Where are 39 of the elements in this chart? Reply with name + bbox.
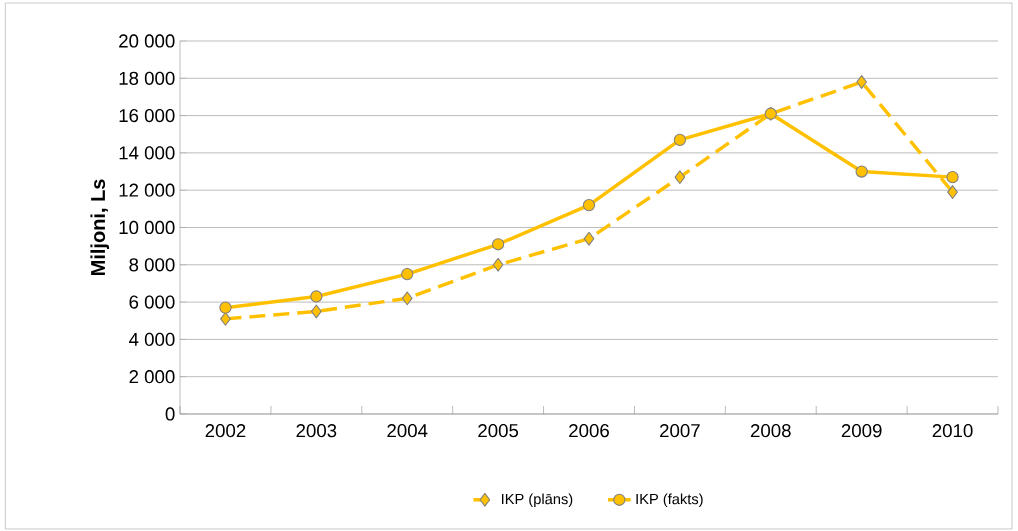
point xyxy=(401,267,414,281)
y-tick-label: 8 000 xyxy=(129,258,175,272)
y-tick-label: 16 000 xyxy=(119,108,175,123)
y-tick-label: 18 000 xyxy=(119,71,175,85)
y-tick-label: 0 xyxy=(165,407,175,421)
y-tick-label: 14 000 xyxy=(119,146,175,160)
point xyxy=(401,291,413,306)
point xyxy=(219,301,232,314)
y-tick-label: 10 000 xyxy=(119,220,175,235)
y-tick-label: 12 000 xyxy=(119,183,175,197)
x-tick-label: 2008 xyxy=(750,424,791,438)
point xyxy=(856,75,867,89)
x-tick-label: 2006 xyxy=(569,424,609,438)
point xyxy=(674,170,686,185)
y-axis-title: Miljoni, Ls xyxy=(90,179,110,276)
point xyxy=(946,171,959,184)
point xyxy=(583,231,595,246)
y-tick-label: 4 000 xyxy=(129,332,175,346)
point xyxy=(855,165,868,178)
point xyxy=(947,185,958,199)
x-tick-label: 2007 xyxy=(660,424,700,438)
x-tick-label: 2009 xyxy=(841,424,882,438)
x-tick-label: 2003 xyxy=(296,424,337,438)
point xyxy=(311,304,322,319)
point xyxy=(491,238,505,251)
x-tick-label: 2005 xyxy=(478,424,519,438)
x-tick-label: 2010 xyxy=(932,424,973,438)
point xyxy=(673,133,687,146)
y-tick-label: 2 000 xyxy=(129,370,175,384)
legend-label: IKP (plāns) xyxy=(502,493,573,508)
x-tick-label: 2004 xyxy=(387,424,428,438)
point xyxy=(492,257,504,272)
point xyxy=(582,198,596,212)
y-tick-label: 20 000 xyxy=(119,34,175,48)
x-tick-label: 2002 xyxy=(205,424,246,438)
point xyxy=(310,290,323,303)
y-tick-label: 6 000 xyxy=(129,295,175,309)
point xyxy=(220,311,231,326)
legend-label: IKP (fakts) xyxy=(636,493,703,508)
